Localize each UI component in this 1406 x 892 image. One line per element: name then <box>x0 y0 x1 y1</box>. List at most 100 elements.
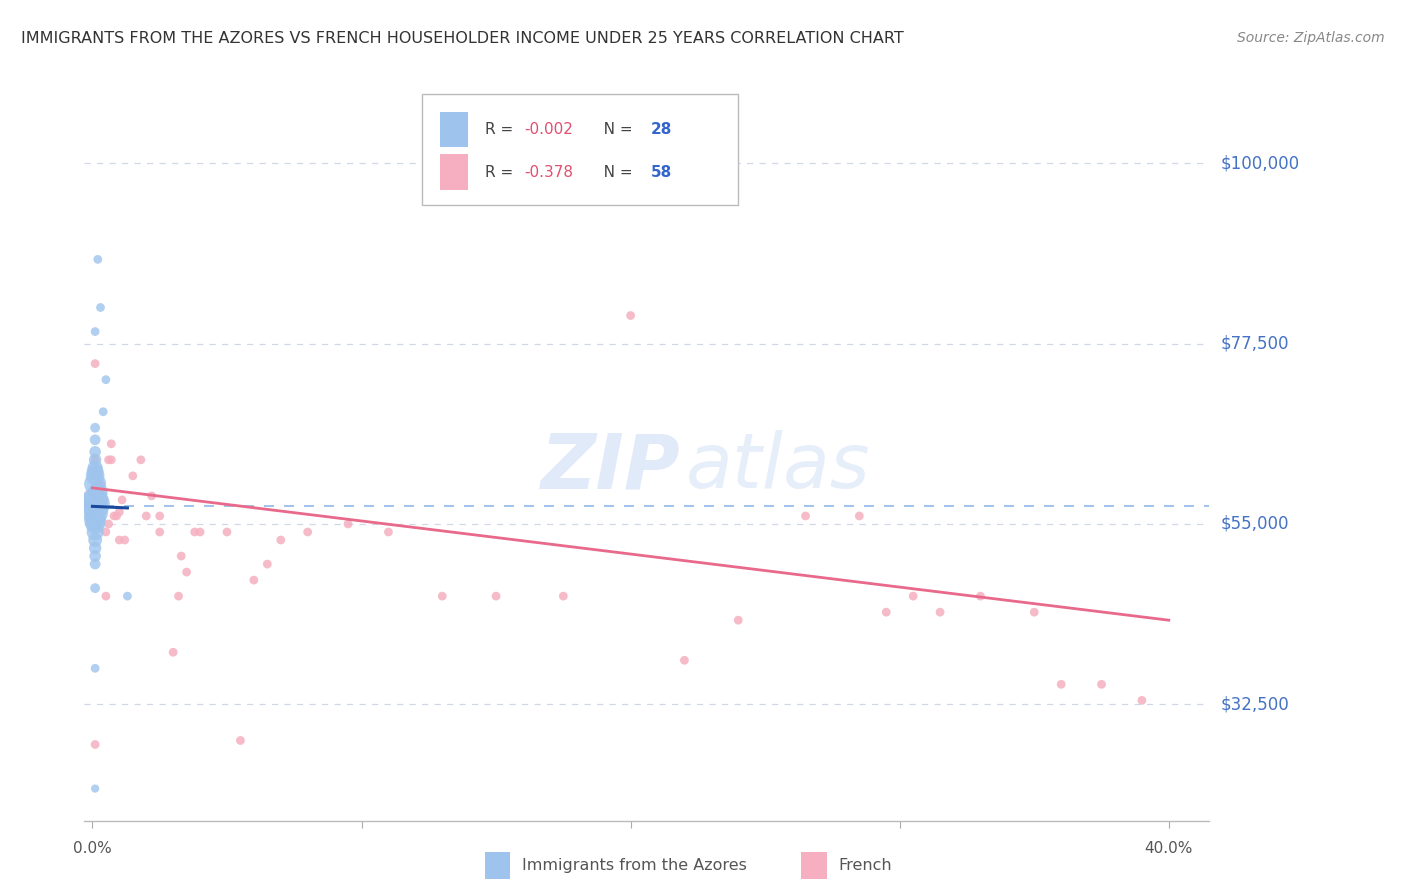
Point <box>176 565 198 579</box>
Point <box>84 468 107 483</box>
Point <box>84 445 107 459</box>
Point <box>111 492 134 507</box>
Point <box>84 433 107 447</box>
Point <box>901 589 924 603</box>
Text: -0.002: -0.002 <box>524 122 574 136</box>
Point <box>270 533 292 547</box>
Point <box>84 781 107 796</box>
Point <box>91 405 114 419</box>
Point <box>848 508 870 523</box>
Point <box>84 476 107 491</box>
Point <box>84 505 107 519</box>
Point <box>183 524 205 539</box>
Point <box>94 589 117 603</box>
Point <box>553 589 575 603</box>
Point <box>87 497 110 511</box>
Point <box>84 524 107 539</box>
Text: atlas: atlas <box>686 431 870 504</box>
Point <box>84 453 107 467</box>
Point <box>84 513 107 527</box>
Point <box>91 497 114 511</box>
Text: R =: R = <box>485 122 519 136</box>
Point <box>167 589 190 603</box>
Point <box>114 533 136 547</box>
Point <box>929 605 952 619</box>
Text: 58: 58 <box>651 165 672 179</box>
Text: 40.0%: 40.0% <box>1144 840 1192 855</box>
Text: $32,500: $32,500 <box>1220 696 1289 714</box>
Point <box>94 373 117 387</box>
Point <box>89 497 111 511</box>
Point <box>141 489 163 503</box>
Text: R =: R = <box>485 165 519 179</box>
Point <box>108 533 131 547</box>
Point <box>97 453 120 467</box>
Text: -0.378: -0.378 <box>524 165 574 179</box>
Point <box>84 581 107 595</box>
Point <box>256 557 278 571</box>
Point <box>875 605 897 619</box>
Point <box>84 453 107 467</box>
Point <box>337 516 360 531</box>
Point <box>129 453 152 467</box>
Point <box>97 516 120 531</box>
Text: IMMIGRANTS FROM THE AZORES VS FRENCH HOUSEHOLDER INCOME UNDER 25 YEARS CORRELATI: IMMIGRANTS FROM THE AZORES VS FRENCH HOU… <box>21 31 904 46</box>
Point <box>673 653 696 667</box>
Point <box>100 437 122 451</box>
Point <box>1050 677 1073 691</box>
Point <box>84 738 107 752</box>
Point <box>1090 677 1112 691</box>
Point <box>89 476 111 491</box>
Point <box>89 301 111 315</box>
Point <box>91 492 114 507</box>
Point <box>149 508 172 523</box>
Text: Immigrants from the Azores: Immigrants from the Azores <box>522 858 747 872</box>
Text: 28: 28 <box>651 122 672 136</box>
Point <box>94 524 117 539</box>
Text: N =: N = <box>589 165 637 179</box>
Point <box>162 645 184 659</box>
Point <box>243 573 266 587</box>
Text: N =: N = <box>589 122 637 136</box>
Point <box>84 497 107 511</box>
Point <box>188 524 211 539</box>
Point <box>297 524 319 539</box>
Point <box>84 533 107 547</box>
Point <box>108 505 131 519</box>
Point <box>84 541 107 555</box>
Point <box>170 549 193 563</box>
Point <box>620 309 643 323</box>
Text: French: French <box>838 858 891 872</box>
Point <box>727 613 749 627</box>
Point <box>1130 693 1153 707</box>
Point <box>84 357 107 371</box>
Point <box>432 589 454 603</box>
Point <box>485 589 508 603</box>
Point <box>229 733 252 747</box>
Point <box>87 252 110 267</box>
Point <box>794 508 817 523</box>
Text: $55,000: $55,000 <box>1220 515 1289 533</box>
Point <box>84 661 107 675</box>
Point <box>103 508 125 523</box>
Point <box>969 589 991 603</box>
Point <box>100 453 122 467</box>
Point <box>377 524 399 539</box>
Text: $100,000: $100,000 <box>1220 154 1299 172</box>
Point <box>84 557 107 571</box>
Point <box>1024 605 1046 619</box>
Point <box>84 516 107 531</box>
Text: $77,500: $77,500 <box>1220 334 1289 352</box>
Point <box>84 421 107 435</box>
Point <box>84 549 107 563</box>
Point <box>105 508 128 523</box>
Point <box>84 325 107 339</box>
Point <box>84 492 107 507</box>
Point <box>121 468 143 483</box>
Text: 0.0%: 0.0% <box>73 840 112 855</box>
Point <box>84 460 107 475</box>
Point <box>84 465 107 479</box>
Text: Source: ZipAtlas.com: Source: ZipAtlas.com <box>1237 31 1385 45</box>
Text: ZIP: ZIP <box>541 431 681 504</box>
Point <box>87 476 110 491</box>
